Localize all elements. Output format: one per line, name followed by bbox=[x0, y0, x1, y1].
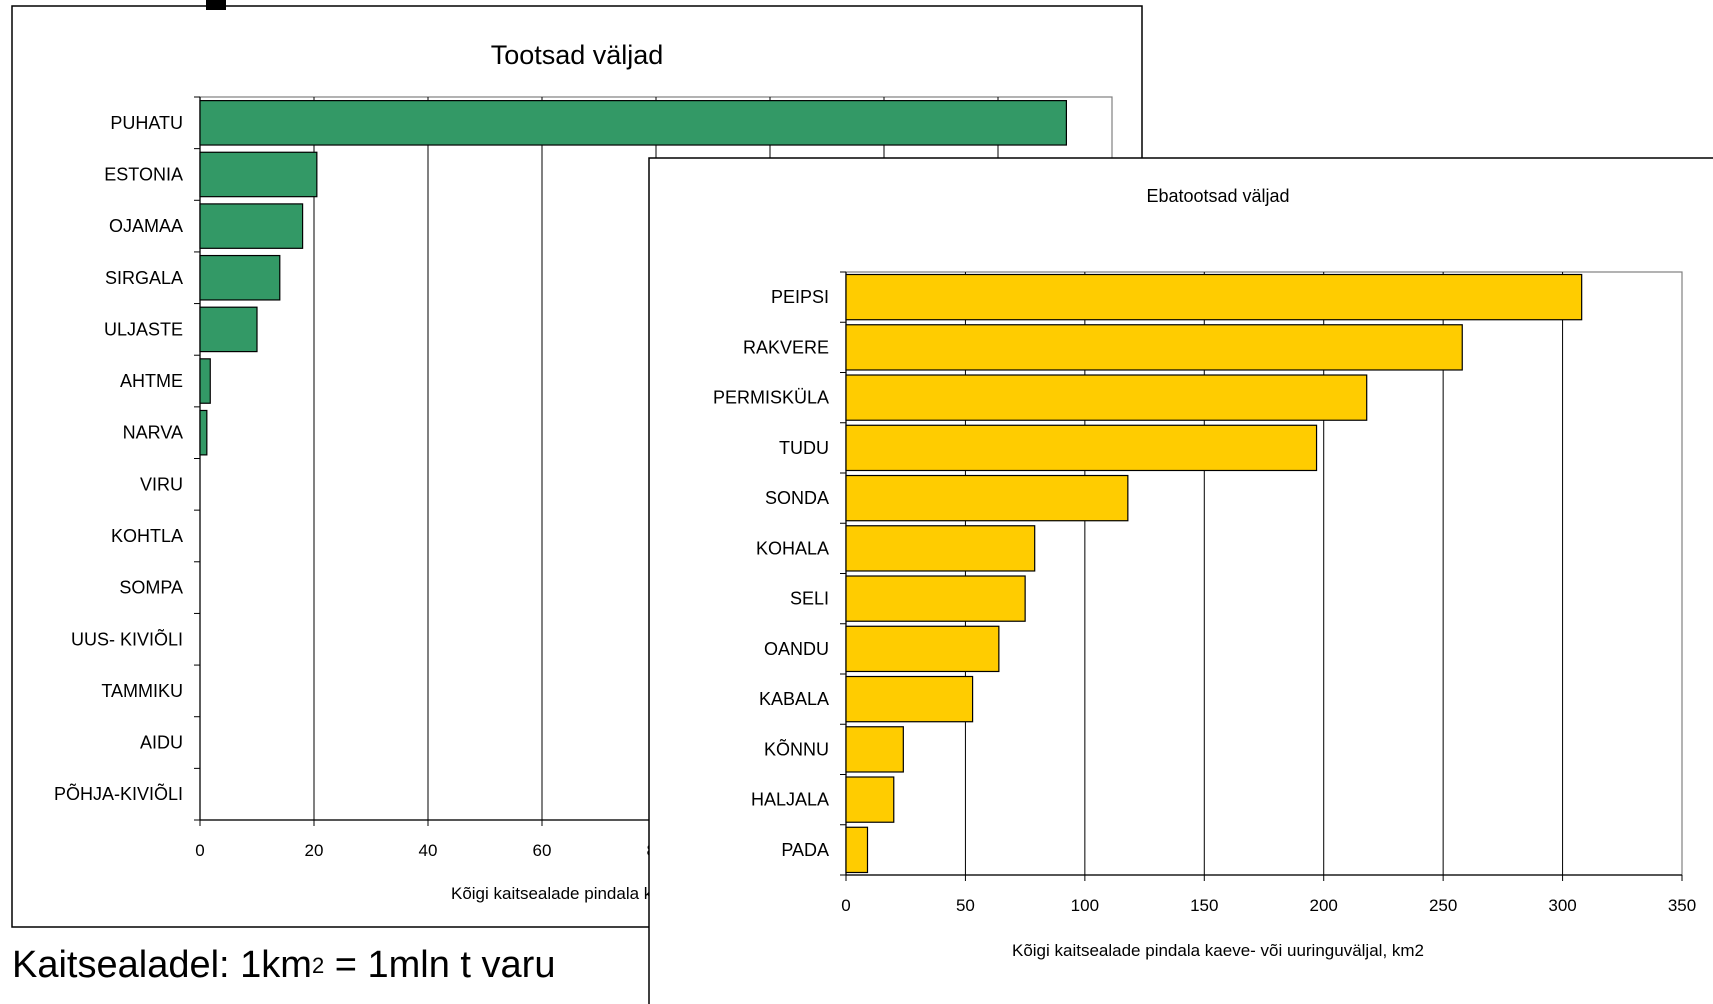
reserve-caption: Kaitsealadel: 1km2 = 1mln t varu bbox=[12, 944, 555, 987]
bar bbox=[199, 254, 281, 301]
category-label: KOHTLA bbox=[111, 526, 183, 546]
bar bbox=[199, 306, 258, 353]
caption-suffix: = 1mln t varu bbox=[324, 944, 556, 986]
x-tick-label: 20 bbox=[305, 841, 324, 860]
category-label: ULJASTE bbox=[104, 319, 183, 339]
chart-unproductive-fields: Ebatootsad väljad 0 50 100 150 200 250 300 350 PE… bbox=[648, 157, 1713, 1004]
bar bbox=[845, 324, 1463, 371]
category-label: KOHALA bbox=[756, 538, 829, 558]
x-tick-label: 300 bbox=[1548, 896, 1576, 915]
bar bbox=[199, 409, 208, 456]
category-label: UUS- KIVIÕLI bbox=[71, 628, 183, 649]
category-label: SELI bbox=[790, 589, 829, 609]
bar bbox=[845, 273, 1583, 321]
bar bbox=[845, 726, 904, 773]
category-label: SOMPA bbox=[119, 578, 183, 598]
x-tick-label: 60 bbox=[533, 841, 552, 860]
bar bbox=[199, 358, 211, 404]
x-tick-label: 0 bbox=[195, 841, 204, 860]
category-label: TUDU bbox=[779, 438, 829, 458]
bar bbox=[845, 374, 1368, 421]
bar bbox=[845, 625, 1000, 673]
x-tick-label: 350 bbox=[1668, 896, 1696, 915]
category-label: VIRU bbox=[140, 474, 183, 494]
caption-prefix: Kaitsealadel: 1km bbox=[12, 944, 312, 986]
bar bbox=[845, 575, 1026, 622]
x-tick-label: 250 bbox=[1429, 896, 1457, 915]
x-tick-label: 100 bbox=[1071, 896, 1099, 915]
caption-superscript: 2 bbox=[311, 953, 325, 978]
category-label: OJAMAA bbox=[109, 216, 183, 236]
bar bbox=[845, 826, 869, 874]
bar bbox=[845, 525, 1036, 572]
bar bbox=[199, 203, 304, 249]
category-label: AIDU bbox=[140, 733, 183, 753]
category-label: TAMMIKU bbox=[101, 681, 183, 701]
bar bbox=[845, 474, 1129, 522]
x-tick-label: 0 bbox=[841, 896, 850, 915]
bar bbox=[199, 151, 318, 198]
bar bbox=[845, 424, 1318, 472]
category-label: ESTONIA bbox=[104, 164, 183, 184]
category-label: PUHATU bbox=[110, 113, 183, 133]
bar bbox=[845, 675, 974, 723]
x-tick-label: 150 bbox=[1190, 896, 1218, 915]
category-label: AHTME bbox=[120, 371, 183, 391]
x-tick-label: 50 bbox=[956, 896, 975, 915]
category-label: KABALA bbox=[759, 689, 829, 709]
bar bbox=[199, 100, 1068, 146]
category-label: OANDU bbox=[764, 639, 829, 659]
x-axis-label: Kõigi kaitsealade pindala kaeve- või uur… bbox=[1012, 941, 1424, 960]
bar bbox=[845, 776, 895, 823]
chart-title: Tootsad väljad bbox=[491, 40, 664, 70]
x-tick-label: 40 bbox=[419, 841, 438, 860]
slide-title-fragment bbox=[206, 0, 226, 10]
category-label: NARVA bbox=[123, 423, 183, 443]
chart-title: Ebatootsad väljad bbox=[1146, 186, 1289, 206]
category-label: PEIPSI bbox=[771, 287, 829, 307]
category-label: PÕHJA-KIVIÕLI bbox=[54, 783, 183, 804]
category-label: SIRGALA bbox=[105, 268, 183, 288]
category-label: PADA bbox=[781, 840, 829, 860]
category-label: SONDA bbox=[765, 488, 829, 508]
category-label: KÕNNU bbox=[764, 738, 829, 759]
category-label: HALJALA bbox=[751, 790, 829, 810]
x-tick-label: 200 bbox=[1310, 896, 1338, 915]
category-label: RAKVERE bbox=[743, 337, 829, 357]
category-label: PERMISKÜLA bbox=[713, 388, 829, 408]
